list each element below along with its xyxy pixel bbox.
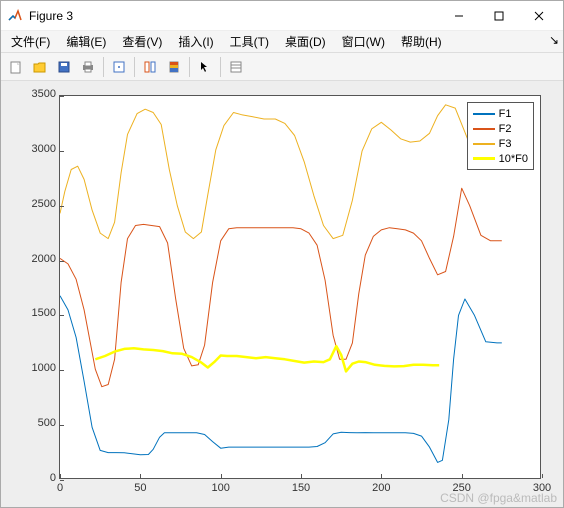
separator (220, 57, 221, 77)
separator (189, 57, 190, 77)
legend-item: F3 (473, 136, 528, 151)
separator (103, 57, 104, 77)
window-title: Figure 3 (29, 9, 439, 23)
menu-item[interactable]: 桌面(D) (279, 31, 332, 52)
separator (134, 57, 135, 77)
titlebar: Figure 3 (1, 1, 563, 31)
rollup-icon[interactable]: ↘ (549, 33, 559, 47)
legend-item: F2 (473, 121, 528, 136)
cursor-button[interactable] (194, 56, 216, 78)
menu-item[interactable]: 查看(V) (116, 31, 168, 52)
ytick-label: 2000 (26, 253, 56, 265)
menu-item[interactable]: 文件(F) (5, 31, 56, 52)
ytick-label: 2500 (26, 198, 56, 210)
menu-item[interactable]: 工具(T) (224, 31, 275, 52)
edit-plot-button[interactable] (108, 56, 130, 78)
xtick-label: 50 (134, 482, 146, 494)
data-cursor-button[interactable] (225, 56, 247, 78)
menubar: 文件(F)编辑(E)查看(V)插入(I)工具(T)桌面(D)窗口(W)帮助(H)… (1, 31, 563, 53)
ytick-label: 500 (26, 417, 56, 429)
xtick-label: 150 (292, 482, 310, 494)
new-figure-button[interactable] (5, 56, 27, 78)
ytick-label: 0 (26, 472, 56, 484)
open-button[interactable] (29, 56, 51, 78)
xtick-label: 100 (211, 482, 229, 494)
menu-item[interactable]: 帮助(H) (395, 31, 448, 52)
legend[interactable]: F1F2F310*F0 (467, 102, 534, 170)
ytick-label: 3000 (26, 143, 56, 155)
close-button[interactable] (519, 2, 559, 30)
axes[interactable]: F1F2F310*F0 0500100015002000250030003500… (59, 95, 541, 479)
legend-item: 10*F0 (473, 151, 528, 166)
maximize-button[interactable] (479, 2, 519, 30)
menu-item[interactable]: 编辑(E) (60, 31, 112, 52)
toolbar (1, 53, 563, 81)
ytick-label: 3500 (26, 88, 56, 100)
save-button[interactable] (53, 56, 75, 78)
plot-area: F1F2F310*F0 0500100015002000250030003500… (1, 81, 563, 507)
menu-item[interactable]: 插入(I) (172, 31, 219, 52)
ytick-label: 1000 (26, 362, 56, 374)
figure-window: Figure 3 文件(F)编辑(E)查看(V)插入(I)工具(T)桌面(D)窗… (0, 0, 564, 508)
xtick-label: 200 (372, 482, 390, 494)
menu-item[interactable]: 窗口(W) (336, 31, 391, 52)
xtick-label: 0 (57, 482, 63, 494)
minimize-button[interactable] (439, 2, 479, 30)
link-plot-button[interactable] (139, 56, 161, 78)
watermark: CSDN @fpga&matlab (440, 491, 557, 505)
legend-item: F1 (473, 106, 528, 121)
insert-colorbar-button[interactable] (163, 56, 185, 78)
matlab-logo-icon (7, 8, 23, 24)
print-button[interactable] (77, 56, 99, 78)
ytick-label: 1500 (26, 307, 56, 319)
